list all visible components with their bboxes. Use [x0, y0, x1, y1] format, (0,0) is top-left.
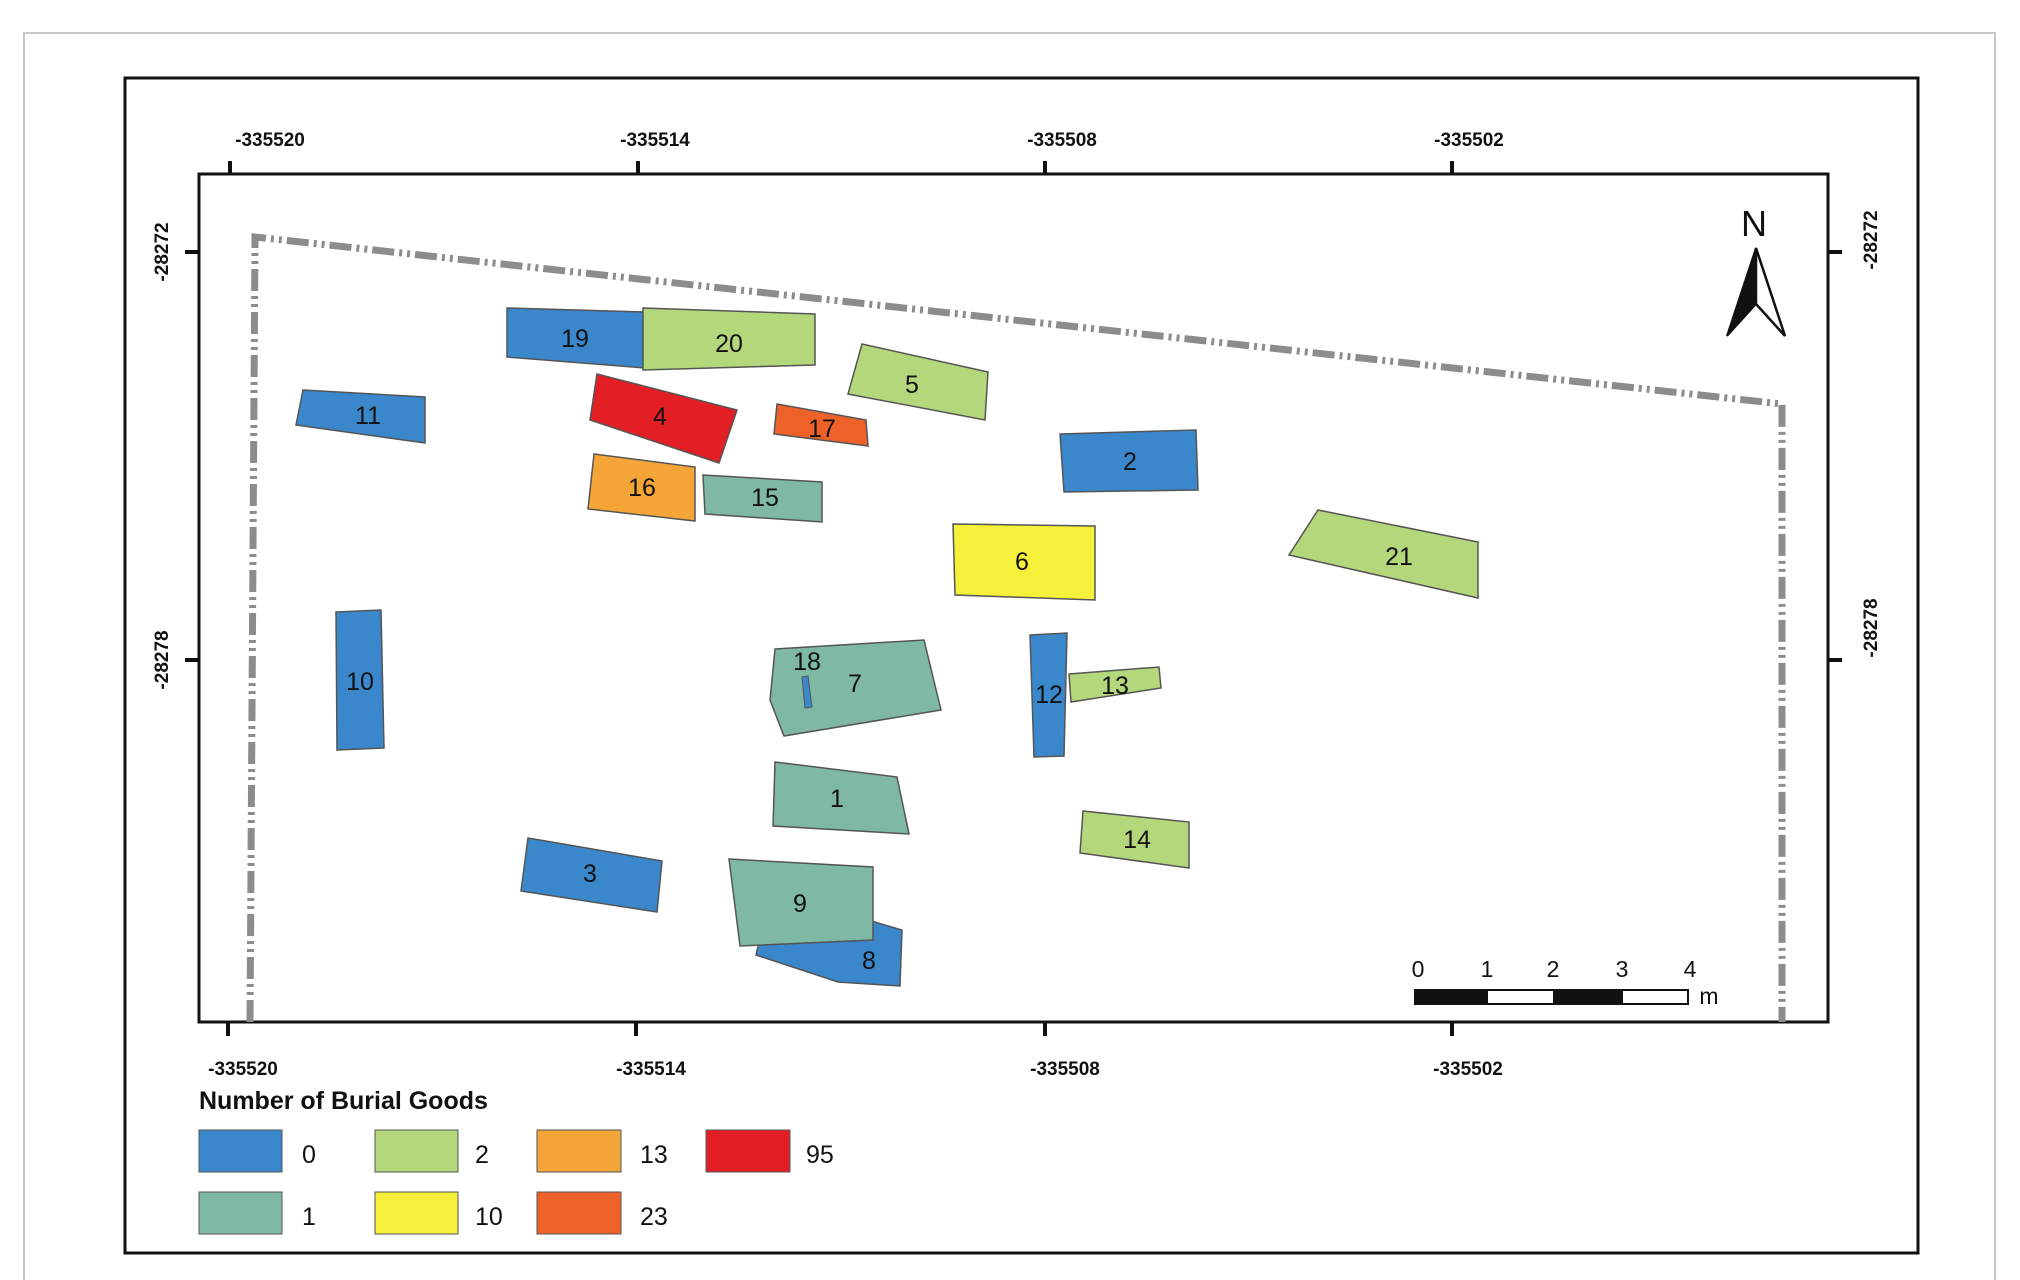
legend-swatch: [198, 1191, 283, 1235]
legend-label: 95: [806, 1141, 834, 1169]
figure-frame: [123, 76, 1920, 1255]
legend-label: 2: [475, 1141, 489, 1169]
legend-label: 1: [302, 1203, 316, 1231]
burial-label-2: 2: [1123, 448, 1137, 476]
legend-swatch: [536, 1191, 622, 1235]
burial-label-3: 3: [583, 860, 597, 888]
burial-label-11: 11: [355, 402, 381, 430]
top-tick-label: -335502: [1434, 130, 1504, 151]
top-axis: -335520 -335514 -335508 -335502: [228, 130, 1504, 174]
burial-label-19: 19: [561, 325, 589, 353]
burial-label-18: 18: [793, 648, 821, 676]
burial-label-1: 1: [830, 785, 844, 813]
bottom-tick-label: -335508: [1030, 1059, 1100, 1080]
burial-14[interactable]: [1079, 810, 1190, 869]
north-arrow-outline: [1754, 247, 1787, 337]
burial-17[interactable]: [773, 403, 869, 447]
burial-label-7: 7: [848, 670, 862, 698]
scale-label: 1: [1481, 956, 1494, 982]
burial-label-5: 5: [905, 371, 919, 399]
bottom-tick-label: -335514: [616, 1059, 686, 1080]
north-arrow: N: [1726, 203, 1787, 337]
scale-label: 3: [1616, 956, 1629, 982]
burial-10[interactable]: [335, 609, 385, 751]
burial-label-4: 4: [653, 403, 667, 431]
north-label: N: [1741, 203, 1767, 244]
burial-4[interactable]: [589, 373, 738, 464]
legend-swatch: [198, 1129, 283, 1173]
legend: Number of Burial Goods 0 1 2 10 13 23 95: [198, 1087, 834, 1235]
excavation-boundary: [246, 233, 1786, 1023]
burial-11[interactable]: [295, 389, 426, 444]
left-tick-label: -28272: [152, 222, 173, 281]
legend-label: 0: [302, 1141, 316, 1169]
legend-swatch: [374, 1129, 459, 1173]
burial-5[interactable]: [847, 343, 989, 421]
scale-bar: 0 1 2 3 4 m: [1412, 956, 1719, 1009]
bottom-tick-label: -335520: [208, 1059, 278, 1080]
legend-swatch: [374, 1191, 459, 1235]
burials: 8 19 20 11 4 5 17 2 16 15 6 21: [295, 307, 1479, 987]
burial-7[interactable]: [769, 639, 942, 737]
left-axis: -28272 -28278: [152, 222, 199, 690]
left-tick-label: -28278: [152, 630, 173, 689]
burial-9[interactable]: [728, 858, 874, 947]
scale-label: 0: [1412, 956, 1425, 982]
top-tick-label: -335508: [1027, 130, 1097, 151]
burial-6[interactable]: [952, 523, 1096, 601]
burial-13[interactable]: [1068, 666, 1162, 703]
burial-label-10: 10: [346, 668, 374, 696]
burial-label-9: 9: [793, 890, 807, 918]
burial-label-21: 21: [1385, 543, 1413, 571]
legend-title: Number of Burial Goods: [199, 1087, 488, 1115]
north-arrow-icon: [1726, 247, 1757, 337]
burial-label-16: 16: [628, 474, 656, 502]
burial-label-13: 13: [1101, 672, 1129, 700]
right-tick-label: -28278: [1861, 598, 1882, 657]
burial-16[interactable]: [587, 453, 696, 522]
page-frame: [23, 32, 1996, 1280]
legend-label: 23: [640, 1203, 668, 1231]
top-tick-label: -335520: [235, 130, 305, 151]
map-frame: [197, 172, 1830, 1024]
scale-label: 4: [1684, 956, 1697, 982]
bottom-axis: -335520 -335514 -335508 -335502: [208, 1022, 1503, 1080]
top-tick-label: -335514: [620, 130, 690, 151]
scale-label: 2: [1547, 956, 1560, 982]
burial-20[interactable]: [642, 307, 816, 371]
burial-1[interactable]: [772, 761, 910, 835]
legend-label: 10: [475, 1203, 503, 1231]
burial-2[interactable]: [1059, 429, 1199, 493]
scale-unit: m: [1699, 983, 1718, 1009]
burial-label-12: 12: [1035, 681, 1063, 709]
burial-label-15: 15: [751, 484, 779, 512]
legend-swatch: [536, 1129, 622, 1173]
legend-swatch: [705, 1129, 791, 1173]
burial-label-8: 8: [862, 947, 876, 975]
legend-label: 13: [640, 1141, 668, 1169]
burial-15[interactable]: [702, 474, 823, 523]
burial-label-17: 17: [808, 415, 836, 443]
bottom-tick-label: -335502: [1433, 1059, 1503, 1080]
right-tick-label: -28272: [1861, 210, 1882, 269]
burial-label-6: 6: [1015, 548, 1029, 576]
right-axis: -28272 -28278: [1828, 210, 1882, 662]
burial-label-14: 14: [1123, 826, 1151, 854]
burial-18[interactable]: [801, 675, 813, 709]
burial-3[interactable]: [520, 837, 663, 913]
burial-label-20: 20: [715, 330, 743, 358]
burial-12[interactable]: [1029, 632, 1068, 758]
burial-21[interactable]: [1287, 509, 1479, 599]
